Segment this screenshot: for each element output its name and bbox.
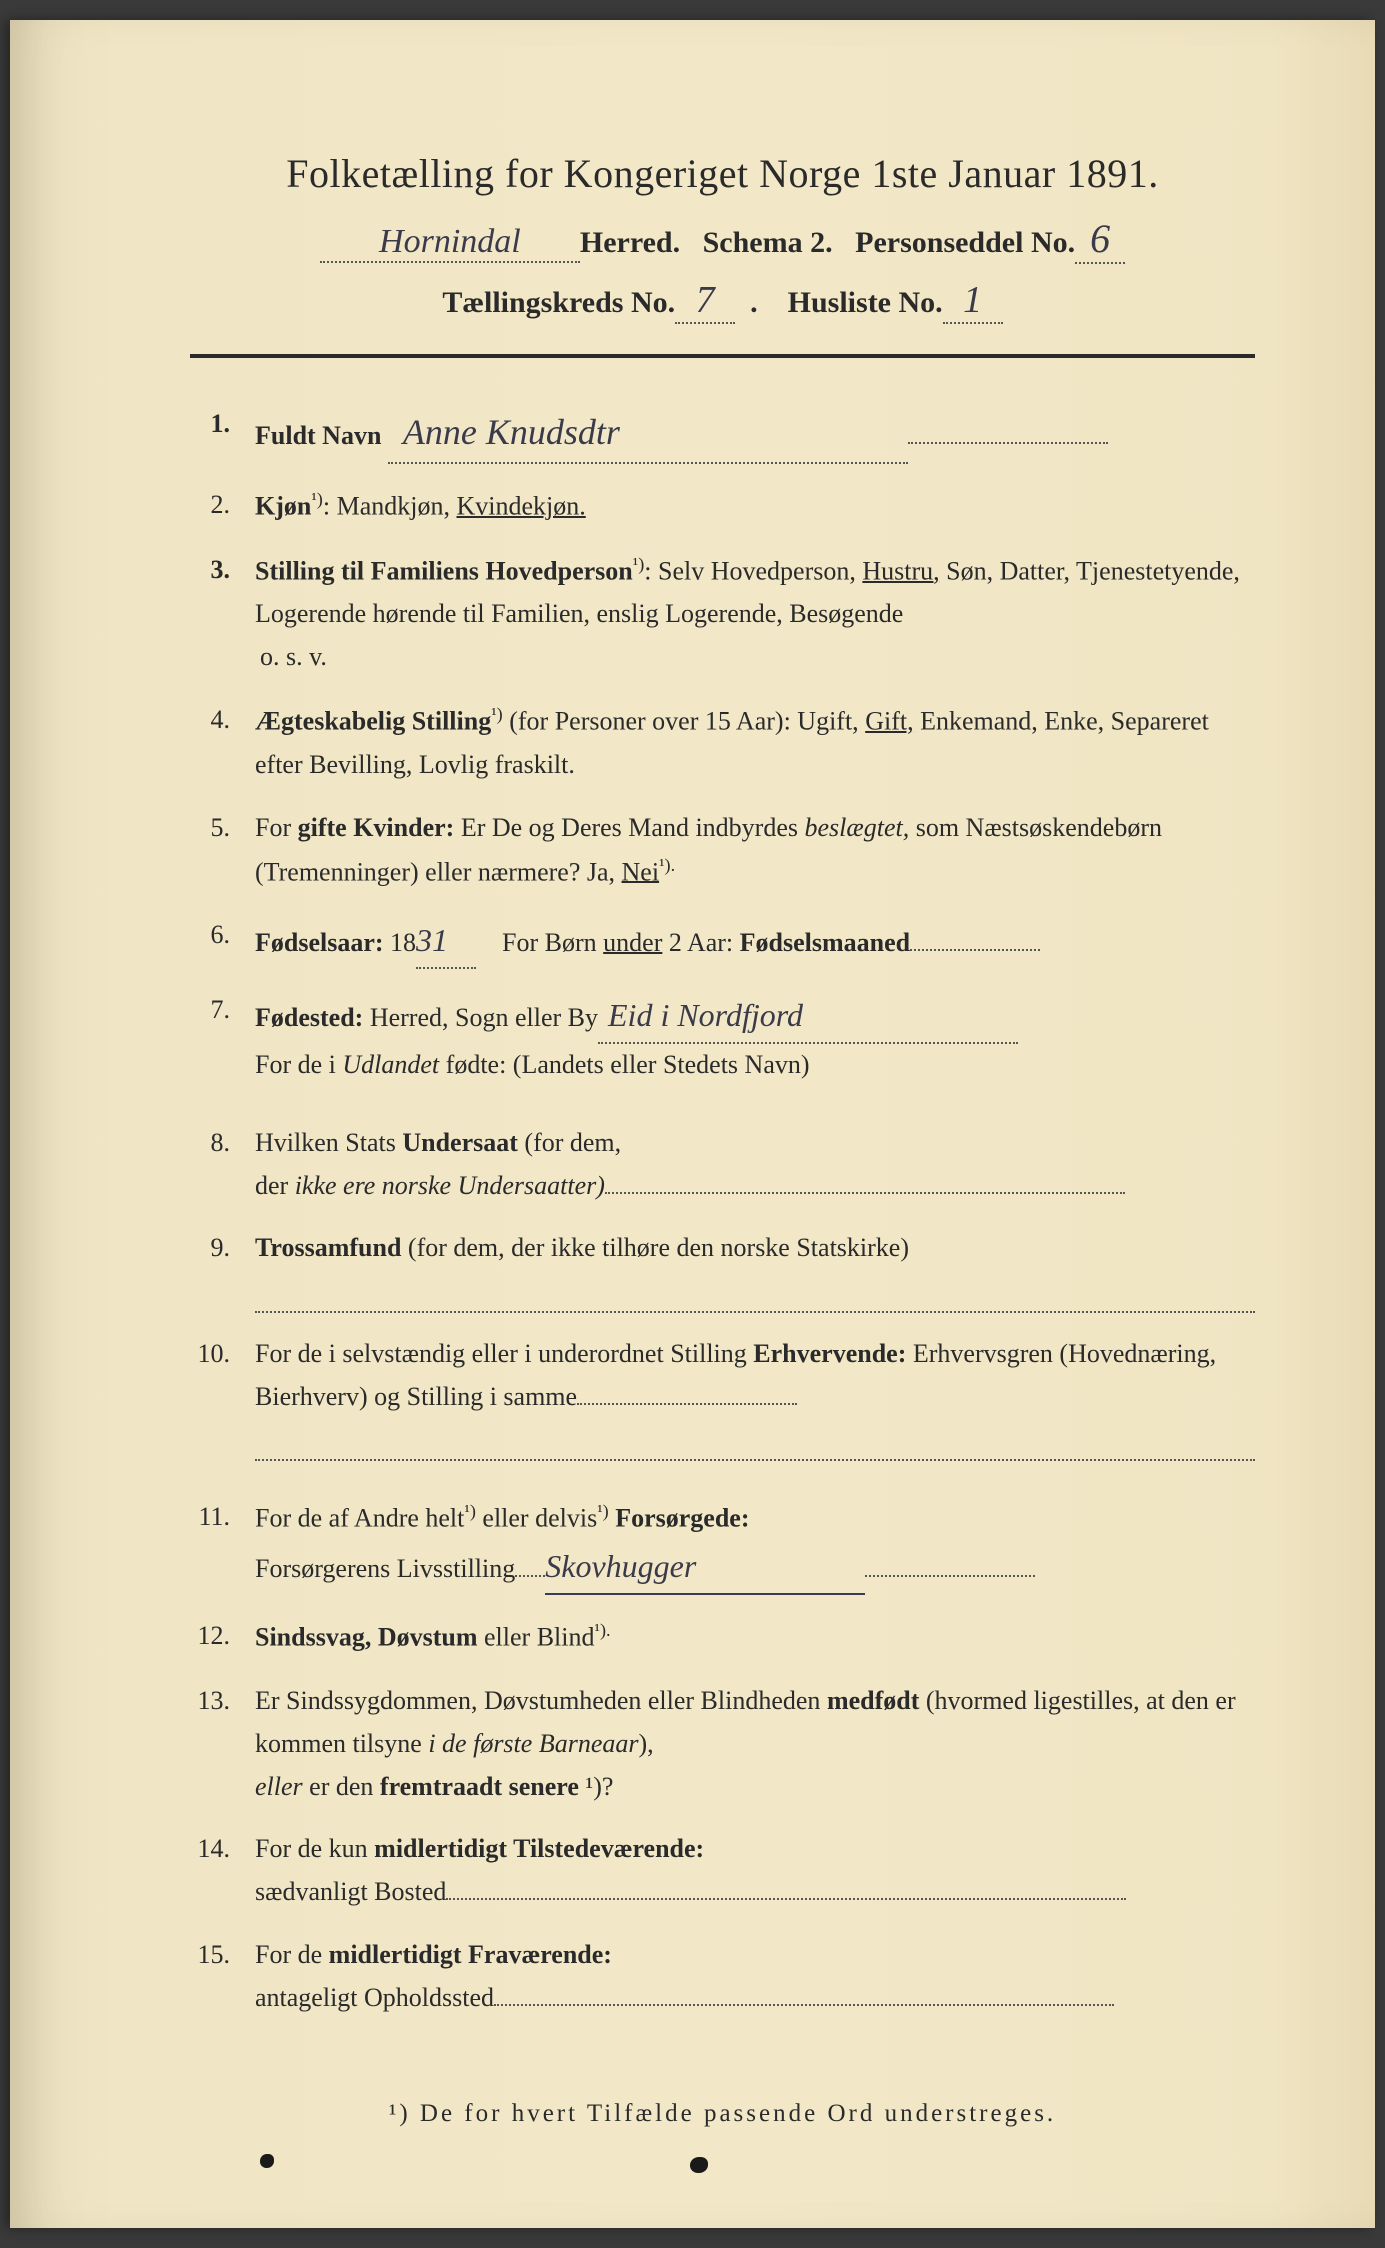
item-body: Fødselsaar: 1831 For Børn under 2 Aar: F…	[255, 914, 1255, 969]
item-10: 10. For de i selvstændig eller i underor…	[190, 1333, 1255, 1461]
item-body: For de i selvstændig eller i underordnet…	[255, 1333, 1255, 1461]
field-label: Ægteskabelig Stilling	[255, 707, 491, 736]
ink-spot	[690, 2157, 708, 2173]
footnote: ¹) De for hvert Tilfælde passende Ord un…	[190, 2100, 1255, 2128]
birthplace-handwritten: Eid i Nordfjord	[598, 989, 1018, 1044]
selected-option: Kvindekjøn.	[456, 492, 585, 521]
item-4: 4. Ægteskabelig Stilling¹) (for Personer…	[190, 699, 1255, 786]
field-label: Stilling til Familiens Hovedperson	[255, 557, 633, 586]
item-body: Er Sindssygdommen, Døvstumheden eller Bl…	[255, 1680, 1255, 1809]
item-13: 13. Er Sindssygdommen, Døvstumheden elle…	[190, 1680, 1255, 1809]
item-3: 3. Stilling til Familiens Hovedperson¹):…	[190, 549, 1255, 679]
footnote-marker: ¹)	[389, 2100, 411, 2127]
item-num: 10.	[190, 1333, 255, 1461]
header-divider	[190, 354, 1255, 358]
item-5: 5. For gifte Kvinder: Er De og Deres Man…	[190, 807, 1255, 894]
item-num: 9.	[190, 1227, 255, 1312]
herred-label: Herred.	[580, 226, 680, 259]
taellingskreds-no: 7	[675, 278, 735, 324]
birthyear-handwritten: 31	[416, 914, 476, 969]
item-num: 5.	[190, 807, 255, 894]
item-num: 3.	[190, 549, 255, 679]
field-label: Fødselsaar:	[255, 928, 384, 957]
herred-handwritten: Hornindal	[320, 223, 580, 263]
item-body: Trossamfund (for dem, der ikke tilhøre d…	[255, 1227, 1255, 1312]
taellingskreds-label: Tællingskreds No.	[442, 286, 675, 319]
item-body: Kjøn¹): Mandkjøn, Kvindekjøn.	[255, 484, 1255, 529]
husliste-no: 1	[943, 278, 1003, 324]
footnote-text: De for hvert Tilfælde passende Ord under…	[420, 2100, 1056, 2127]
form-items: 1. Fuldt Navn Anne Knudsdtr 2. Kjøn¹): M…	[190, 403, 1255, 2020]
item-body: For gifte Kvinder: Er De og Deres Mand i…	[255, 807, 1255, 894]
field-label: Fuldt Navn	[255, 421, 381, 450]
field-label: Kjøn	[255, 492, 311, 521]
personseddel-no: 6	[1075, 215, 1125, 264]
item-1: 1. Fuldt Navn Anne Knudsdtr	[190, 403, 1255, 464]
item-14: 14. For de kun midlertidigt Tilstedevære…	[190, 1828, 1255, 1914]
item-6: 6. Fødselsaar: 1831 For Børn under 2 Aar…	[190, 914, 1255, 969]
item-num: 14.	[190, 1828, 255, 1914]
item-num: 11.	[190, 1496, 255, 1595]
item-num: 15.	[190, 1934, 255, 2020]
husliste-label: Husliste No.	[788, 286, 943, 319]
schema-label: Schema 2.	[703, 226, 833, 259]
item-body: Stilling til Familiens Hovedperson¹): Se…	[255, 549, 1255, 679]
item-body: Fuldt Navn Anne Knudsdtr	[255, 403, 1255, 464]
item-num: 1.	[190, 403, 255, 464]
item-num: 8.	[190, 1122, 255, 1208]
provider-handwritten: Skovhugger	[545, 1540, 865, 1595]
census-form-page: Folketælling for Kongeriget Norge 1ste J…	[10, 20, 1375, 2228]
header-row-2: Tællingskreds No.7 . Husliste No.1	[190, 278, 1255, 324]
item-15: 15. For de midlertidigt Fraværende: anta…	[190, 1934, 1255, 2020]
field-label: Trossamfund	[255, 1233, 401, 1262]
item-body: Fødested: Herred, Sogn eller ByEid i Nor…	[255, 989, 1255, 1087]
item-7: 7. Fødested: Herred, Sogn eller ByEid i …	[190, 989, 1255, 1087]
item-num: 4.	[190, 699, 255, 786]
item-2: 2. Kjøn¹): Mandkjøn, Kvindekjøn.	[190, 484, 1255, 529]
item-body: For de midlertidigt Fraværende: antageli…	[255, 1934, 1255, 2020]
personseddel-label: Personseddel No.	[855, 226, 1075, 259]
item-num: 7.	[190, 989, 255, 1087]
ink-spot	[260, 2154, 274, 2168]
osv: o. s. v.	[255, 636, 1255, 679]
item-body: Ægteskabelig Stilling¹) (for Personer ov…	[255, 699, 1255, 786]
selected-option: Nei	[622, 857, 660, 886]
form-header: Folketælling for Kongeriget Norge 1ste J…	[190, 150, 1255, 324]
item-body: For de kun midlertidigt Tilstedeværende:…	[255, 1828, 1255, 1914]
header-row-1: HornindalHerred. Schema 2. Personseddel …	[190, 215, 1255, 264]
item-num: 2.	[190, 484, 255, 529]
selected-option: Gift,	[865, 707, 913, 736]
item-11: 11. For de af Andre helt¹) eller delvis¹…	[190, 1496, 1255, 1595]
field-label: gifte Kvinder:	[298, 813, 455, 842]
item-8: 8. Hvilken Stats Undersaat (for dem, der…	[190, 1122, 1255, 1208]
field-label: Fødested:	[255, 1003, 363, 1032]
item-body: For de af Andre helt¹) eller delvis¹) Fo…	[255, 1496, 1255, 1595]
item-num: 13.	[190, 1680, 255, 1809]
item-num: 12.	[190, 1615, 255, 1660]
name-handwritten: Anne Knudsdtr	[388, 403, 908, 464]
item-12: 12. Sindssvag, Døvstum eller Blind¹).	[190, 1615, 1255, 1660]
item-num: 6.	[190, 914, 255, 969]
selected-option: Hustru,	[862, 557, 939, 586]
item-body: Sindssvag, Døvstum eller Blind¹).	[255, 1615, 1255, 1660]
item-body: Hvilken Stats Undersaat (for dem, der ik…	[255, 1122, 1255, 1208]
form-title: Folketælling for Kongeriget Norge 1ste J…	[190, 150, 1255, 197]
item-9: 9. Trossamfund (for dem, der ikke tilhør…	[190, 1227, 1255, 1312]
